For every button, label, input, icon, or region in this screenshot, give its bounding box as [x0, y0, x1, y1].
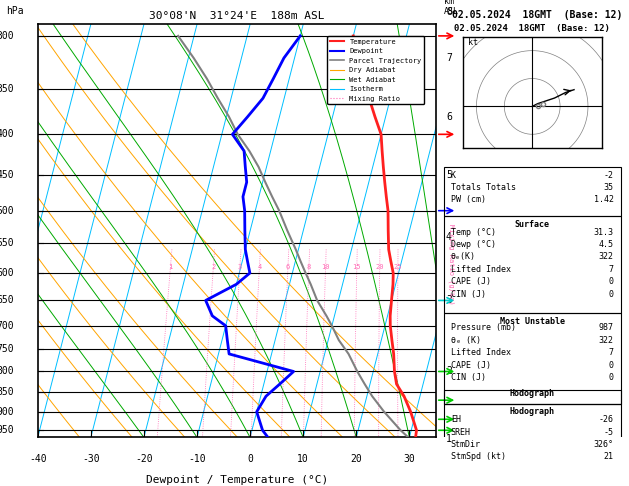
Text: 950: 950: [0, 425, 14, 435]
Text: 7: 7: [609, 348, 614, 357]
Text: Dewp (°C): Dewp (°C): [451, 240, 496, 249]
Text: CAPE (J): CAPE (J): [451, 361, 491, 370]
Text: 02.05.2024  18GMT  (Base: 12): 02.05.2024 18GMT (Base: 12): [454, 24, 610, 34]
Text: Temp (°C): Temp (°C): [451, 227, 496, 237]
Text: 326°: 326°: [594, 440, 614, 449]
Text: 500: 500: [0, 206, 14, 216]
Text: 25: 25: [394, 264, 402, 270]
Text: 800: 800: [0, 366, 14, 377]
Text: Hodograph: Hodograph: [509, 407, 555, 416]
Text: SREH: SREH: [451, 428, 470, 436]
Text: 400: 400: [0, 129, 14, 139]
Text: 850: 850: [0, 387, 14, 397]
Text: 7: 7: [446, 53, 452, 63]
Text: 5: 5: [446, 170, 452, 180]
Text: -26: -26: [599, 415, 614, 424]
Text: 0: 0: [609, 361, 614, 370]
Text: 600: 600: [0, 268, 14, 278]
Text: 6: 6: [286, 264, 290, 270]
Text: 987: 987: [599, 323, 614, 332]
Text: hPa: hPa: [6, 6, 23, 16]
Text: 15: 15: [353, 264, 361, 270]
Text: StmDir: StmDir: [451, 440, 481, 449]
Text: StmSpd (kt): StmSpd (kt): [451, 452, 506, 461]
Text: -40: -40: [29, 454, 47, 464]
Legend: Temperature, Dewpoint, Parcel Trajectory, Dry Adiabat, Wet Adiabat, Isotherm, Mi: Temperature, Dewpoint, Parcel Trajectory…: [327, 36, 425, 104]
Text: Surface: Surface: [515, 220, 550, 229]
Text: Pressure (mb): Pressure (mb): [451, 323, 516, 332]
Text: 550: 550: [0, 238, 14, 248]
Text: 0: 0: [609, 373, 614, 382]
Text: Most Unstable: Most Unstable: [499, 317, 565, 326]
Text: -20: -20: [135, 454, 153, 464]
Text: 750: 750: [0, 345, 14, 354]
Text: 30: 30: [404, 454, 415, 464]
Text: 2: 2: [446, 366, 452, 377]
Text: EH: EH: [451, 415, 461, 424]
Text: Lifted Index: Lifted Index: [451, 348, 511, 357]
Text: 7: 7: [609, 265, 614, 274]
Text: 322: 322: [599, 252, 614, 261]
Bar: [443, 167, 621, 216]
Text: 20: 20: [376, 264, 384, 270]
Text: K: K: [451, 171, 456, 180]
Text: 3: 3: [238, 264, 242, 270]
Text: -10: -10: [188, 454, 206, 464]
Text: 900: 900: [0, 407, 14, 417]
Title: 30°08'N  31°24'E  188m ASL: 30°08'N 31°24'E 188m ASL: [149, 11, 325, 21]
Text: Totals Totals: Totals Totals: [451, 183, 516, 192]
Text: 350: 350: [0, 84, 14, 94]
Text: 300: 300: [0, 31, 14, 41]
Text: θₑ (K): θₑ (K): [451, 336, 481, 345]
Text: 10: 10: [298, 454, 309, 464]
Text: Dewpoint / Temperature (°C): Dewpoint / Temperature (°C): [146, 474, 328, 485]
Text: 0: 0: [609, 277, 614, 286]
Text: Hodograph: Hodograph: [509, 389, 555, 398]
Bar: [443, 390, 621, 404]
Text: 322: 322: [599, 336, 614, 345]
Text: CAPE (J): CAPE (J): [451, 277, 491, 286]
Text: 35: 35: [604, 183, 614, 192]
Text: 6: 6: [446, 112, 452, 122]
Text: 20: 20: [350, 454, 362, 464]
Bar: [443, 216, 621, 313]
Text: 4: 4: [257, 264, 262, 270]
Text: 8: 8: [307, 264, 311, 270]
Text: -30: -30: [82, 454, 99, 464]
Text: -2: -2: [604, 171, 614, 180]
Text: 1: 1: [446, 434, 452, 444]
Text: -5: -5: [604, 428, 614, 436]
Text: CIN (J): CIN (J): [451, 290, 486, 298]
Bar: [443, 313, 621, 404]
Text: 2: 2: [211, 264, 216, 270]
Text: 1.42: 1.42: [594, 195, 614, 205]
Text: 4.5: 4.5: [599, 240, 614, 249]
Text: Mixing Ratio (g/kg): Mixing Ratio (g/kg): [448, 224, 454, 305]
Text: 10: 10: [321, 264, 330, 270]
Text: 31.3: 31.3: [594, 227, 614, 237]
Text: 1: 1: [169, 264, 172, 270]
Text: 450: 450: [0, 170, 14, 180]
Text: 8: 8: [446, 7, 452, 17]
Text: 3: 3: [446, 295, 452, 305]
Text: 4: 4: [446, 232, 452, 242]
Text: CIN (J): CIN (J): [451, 373, 486, 382]
Bar: [443, 404, 621, 481]
Text: 700: 700: [0, 321, 14, 331]
Text: θₑ(K): θₑ(K): [451, 252, 476, 261]
Text: 21: 21: [604, 452, 614, 461]
Text: 0: 0: [609, 290, 614, 298]
Text: 650: 650: [0, 295, 14, 305]
Text: PW (cm): PW (cm): [451, 195, 486, 205]
Text: Lifted Index: Lifted Index: [451, 265, 511, 274]
Text: 0: 0: [247, 454, 253, 464]
Text: km
ASL: km ASL: [444, 0, 459, 16]
Text: 02.05.2024  18GMT  (Base: 12): 02.05.2024 18GMT (Base: 12): [452, 10, 623, 20]
